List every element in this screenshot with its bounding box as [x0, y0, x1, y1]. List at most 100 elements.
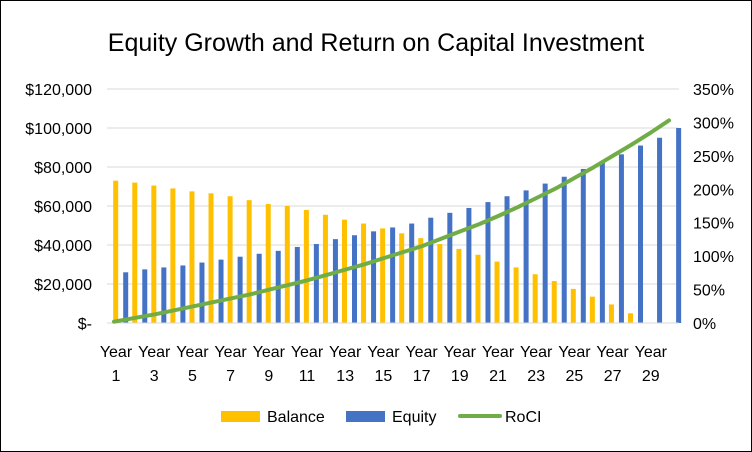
y-left-tick-label: $60,000 [34, 199, 92, 216]
x-tick-label-line1: Year [253, 344, 286, 361]
x-tick-label-line1: Year [444, 344, 477, 361]
y-left-tick-label: $120,000 [25, 82, 92, 99]
balance-bar [132, 182, 138, 323]
equity-bar [657, 137, 663, 323]
balance-bar [589, 296, 595, 323]
legend-label-equity: Equity [392, 409, 436, 426]
y-right-tick-label: 50% [693, 283, 725, 300]
equity-bar [123, 272, 129, 323]
x-tick-label-line2: 21 [489, 368, 507, 385]
balance-bar [418, 238, 424, 323]
balance-bar [113, 180, 119, 323]
y-right-tick-label: 200% [693, 182, 734, 199]
balance-bar [437, 244, 443, 323]
equity-bar [580, 168, 586, 323]
balance-bar [570, 288, 576, 323]
balance-bar [303, 209, 309, 323]
balance-bar [532, 274, 538, 323]
equity-bar [638, 145, 643, 323]
balance-bar [246, 200, 252, 323]
x-tick-label-line2: 1 [112, 368, 121, 385]
y-left-tick-label: $20,000 [34, 277, 92, 294]
balance-bar [494, 261, 500, 323]
balance-bar [284, 206, 290, 323]
x-tick-label-line1: Year [214, 344, 247, 361]
x-tick-label-line2: 15 [375, 368, 393, 385]
x-tick-label-line2: 11 [299, 368, 316, 385]
equity-bar [180, 265, 186, 323]
x-tick-label-line2: 27 [604, 368, 622, 385]
balance-bar [456, 248, 462, 323]
y-left-tick-label: $80,000 [34, 160, 92, 177]
equity-bar [409, 223, 415, 323]
balance-bar [361, 223, 367, 323]
equity-bar [256, 253, 262, 323]
x-tick-label-line1: Year [520, 344, 553, 361]
equity-bar [428, 217, 434, 323]
balance-bar [399, 233, 405, 323]
equity-bar [332, 239, 338, 323]
legend-label-balance: Balance [267, 409, 325, 426]
x-tick-label-line1: Year [558, 344, 591, 361]
balance-bar [227, 196, 233, 323]
x-tick-label-line2: 23 [527, 368, 545, 385]
legend-label-roci: RoCI [505, 409, 541, 426]
x-tick-label-line1: Year [405, 344, 438, 361]
equity-bar [447, 212, 453, 323]
equity-bar [313, 244, 319, 323]
equity-bar [676, 128, 682, 323]
balance-bar [265, 204, 271, 323]
y-right-tick-label: 0% [693, 316, 716, 333]
balance-bar [380, 228, 386, 323]
y-left-tick-label: $40,000 [34, 238, 92, 255]
x-tick-label-line2: 13 [336, 368, 354, 385]
x-tick-label-line2: 9 [264, 368, 273, 385]
balance-bar [628, 313, 633, 323]
y-left-tick-label: $100,000 [25, 121, 92, 138]
balance-bar [475, 254, 481, 323]
equity-bar [390, 227, 396, 323]
x-tick-label-line2: 19 [451, 368, 469, 385]
y-right-tick-label: 150% [693, 216, 734, 233]
x-tick-label-line2: 5 [188, 368, 197, 385]
equity-bar [371, 231, 377, 323]
equity-bar [199, 262, 205, 323]
x-tick-label-line2: 3 [150, 368, 159, 385]
equity-bar [561, 176, 567, 323]
legend-swatch-equity [346, 411, 385, 422]
x-tick-label-line1: Year [138, 344, 171, 361]
y-right-tick-label: 250% [693, 149, 734, 166]
x-tick-label-line1: Year [329, 344, 362, 361]
x-tick-label-line2: 17 [413, 368, 431, 385]
equity-bar [504, 196, 510, 323]
equity-bar [618, 154, 624, 323]
chart-title: Equity Growth and Return on Capital Inve… [107, 29, 645, 57]
x-tick-label-line1: Year [176, 344, 209, 361]
y-left-tick-label: $- [78, 316, 92, 333]
balance-bar [189, 191, 195, 323]
y-right-tick-label: 100% [693, 249, 734, 266]
equity-bar [599, 161, 605, 323]
x-tick-label-line1: Year [635, 344, 668, 361]
balance-bar [170, 188, 176, 323]
balance-bar [151, 185, 157, 323]
balance-bar [513, 267, 519, 323]
equity-bar [352, 235, 357, 323]
balance-bar [608, 304, 614, 323]
x-tick-label-line1: Year [291, 344, 324, 361]
equity-bar [523, 190, 529, 323]
equity-bar [218, 259, 224, 323]
roci-line [112, 118, 671, 324]
equity-bar [485, 202, 491, 323]
equity-bar [237, 256, 243, 323]
equity-bar [294, 246, 300, 323]
balance-bar [322, 214, 328, 323]
y-right-tick-label: 300% [693, 115, 734, 132]
legend-swatch-balance [221, 411, 260, 422]
x-tick-label-line1: Year [482, 344, 515, 361]
balance-bar [551, 281, 557, 323]
x-tick-label-line1: Year [596, 344, 629, 361]
x-tick-label-line1: Year [100, 344, 133, 361]
x-tick-label-line2: 29 [642, 368, 660, 385]
equity-bar [161, 267, 167, 323]
